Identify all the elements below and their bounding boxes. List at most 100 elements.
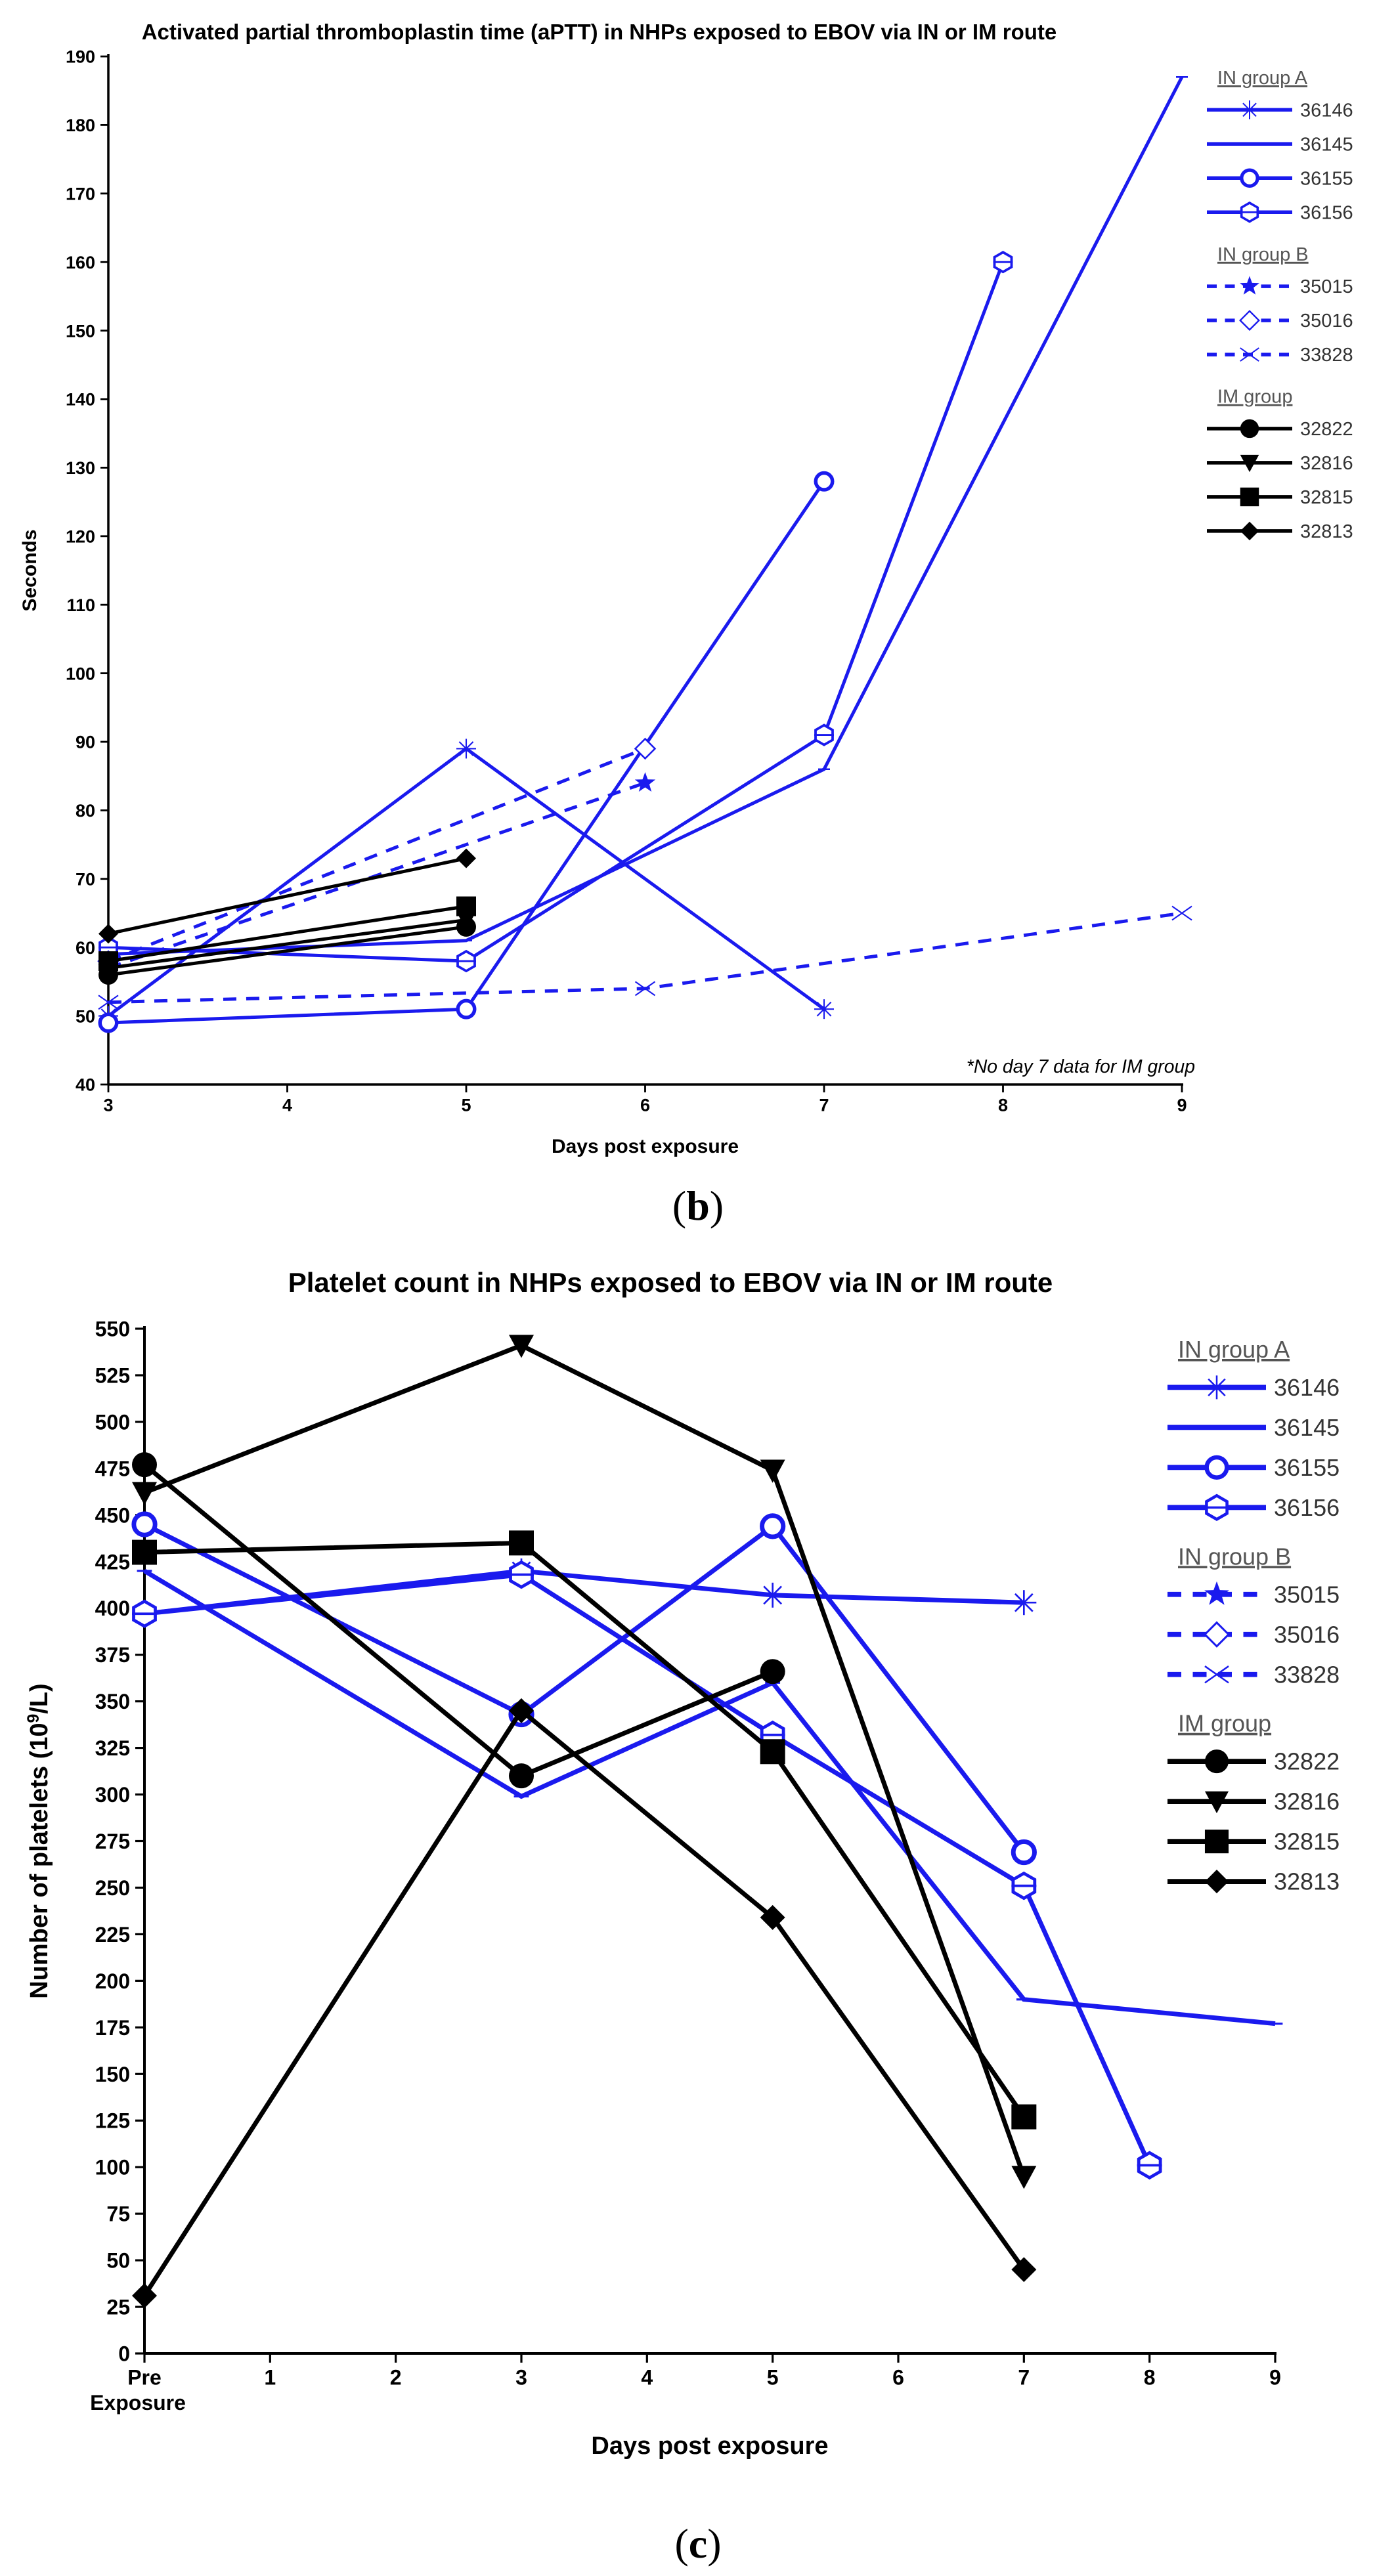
data-point	[509, 1698, 534, 1723]
legend: IN group A 36146 36145 36155 36156 IN group B…	[1167, 1336, 1340, 1895]
legend-label: 32813	[1300, 521, 1353, 542]
data-point	[760, 1659, 785, 1685]
x-tick-label: 1	[264, 2366, 276, 2390]
data-point	[760, 1582, 785, 1608]
data-point	[1011, 1871, 1037, 1900]
series-36156	[98, 251, 1013, 973]
legend-marker	[1204, 1455, 1229, 1480]
y-tick-label: 60	[76, 938, 95, 958]
y-tick-label: 325	[95, 1736, 130, 1760]
y-tick-label: 80	[76, 801, 95, 821]
data-point	[1171, 905, 1192, 921]
legend-label: 36156	[1274, 1494, 1340, 1521]
x-tick-label: 8	[1144, 2366, 1156, 2390]
y-tick-label: 375	[95, 1643, 130, 1667]
legend-marker	[1204, 1791, 1229, 1814]
y-tick-label: 160	[66, 253, 95, 272]
legend-marker	[1204, 1830, 1229, 1854]
series-32813	[132, 1698, 1037, 2309]
legend-label: 36146	[1274, 1374, 1340, 1401]
legend-label: 36155	[1274, 1454, 1340, 1481]
series-32815	[98, 896, 476, 972]
chart-title: Platelet count in NHPs exposed to EBOV v…	[288, 1267, 1053, 1298]
data-point	[131, 1511, 158, 1537]
legend-label: 32822	[1300, 419, 1353, 440]
legend: IN group A 36146 36145 36155 36156 IN group B…	[1207, 68, 1353, 542]
series-line	[108, 781, 646, 970]
data-point	[509, 1560, 534, 1589]
y-tick-label: 110	[66, 595, 95, 615]
x-tick-label: 5	[461, 1095, 471, 1115]
y-tick-label: 450	[95, 1503, 130, 1527]
data-point	[456, 739, 476, 759]
x-tick-label: 6	[892, 2366, 904, 2390]
y-tick-label: 170	[66, 184, 95, 204]
legend-marker	[1240, 276, 1259, 295]
data-point	[760, 1513, 786, 1539]
legend-marker	[1204, 1375, 1229, 1400]
legend-marker	[1204, 1870, 1229, 1894]
legend-marker	[1204, 1493, 1229, 1522]
y-tick-label: 50	[106, 2249, 130, 2273]
y-tick-label: 40	[76, 1075, 95, 1095]
legend-label: 33828	[1274, 1661, 1340, 1688]
series-line	[108, 747, 646, 963]
y-tick-label: 425	[95, 1550, 130, 1574]
legend-marker	[1204, 1750, 1229, 1774]
legend-group-title: IM group	[1217, 387, 1292, 408]
legend-marker	[1240, 347, 1259, 362]
data-point	[132, 2283, 157, 2309]
series-line	[142, 1463, 774, 1779]
series-33828	[98, 905, 1192, 1010]
legend-label: 32822	[1274, 1748, 1340, 1775]
legend-marker	[1240, 168, 1259, 188]
data-point	[1011, 2166, 1037, 2189]
x-tick-label: 7	[1018, 2366, 1030, 2390]
y-tick-label: 125	[95, 2109, 130, 2133]
legend-label: 35015	[1300, 276, 1353, 297]
legend-marker	[1240, 487, 1259, 507]
legend-label: 36146	[1300, 100, 1353, 121]
y-tick-label: 90	[76, 733, 95, 752]
y-tick-label: 475	[95, 1457, 130, 1480]
legend-label: 35016	[1300, 311, 1353, 332]
x-tick-label: 7	[819, 1095, 829, 1115]
legend-marker	[1203, 1621, 1231, 1648]
x-tick-label: 9	[1177, 1095, 1187, 1115]
data-point	[456, 848, 476, 869]
x-tick-label: 3	[515, 2366, 527, 2390]
chart-annotation: *No day 7 data for IM group	[967, 1056, 1195, 1077]
x-axis-label: Days post exposure	[552, 1136, 739, 1157]
legend-marker	[1240, 201, 1259, 223]
legend-group-title: IM group	[1178, 1710, 1271, 1737]
data-point	[760, 1739, 785, 1765]
data-point	[132, 1599, 157, 1628]
y-tick-label: 175	[95, 2016, 130, 2040]
data-point	[509, 1335, 534, 1358]
y-tick-label: 70	[76, 870, 95, 890]
y-tick-label: 300	[95, 1783, 130, 1807]
data-point	[509, 1530, 534, 1556]
data-point	[1011, 1590, 1037, 1616]
data-point	[456, 998, 477, 1020]
legend-label: 32815	[1300, 487, 1353, 508]
series-line	[108, 857, 467, 935]
data-point	[1137, 2151, 1162, 2180]
x-tick-label: 4	[282, 1095, 292, 1115]
legend-marker	[1239, 310, 1260, 332]
y-tick-label: 350	[95, 1690, 130, 1713]
legend-group-title: IN group A	[1217, 68, 1308, 89]
y-tick-label: 100	[66, 664, 95, 683]
x-tick-label: 5	[767, 2366, 779, 2390]
x-tick-label: 9	[1269, 2366, 1281, 2390]
data-point	[456, 896, 476, 916]
data-point	[98, 924, 118, 944]
y-tick-label: 550	[95, 1318, 130, 1341]
data-point	[98, 995, 119, 1010]
x-axis-label: Days post exposure	[591, 2432, 828, 2460]
data-point	[132, 1482, 157, 1505]
legend-label: 32816	[1300, 453, 1353, 474]
series-32813	[98, 848, 476, 944]
y-tick-label: 140	[66, 390, 95, 410]
series-line	[108, 918, 467, 970]
